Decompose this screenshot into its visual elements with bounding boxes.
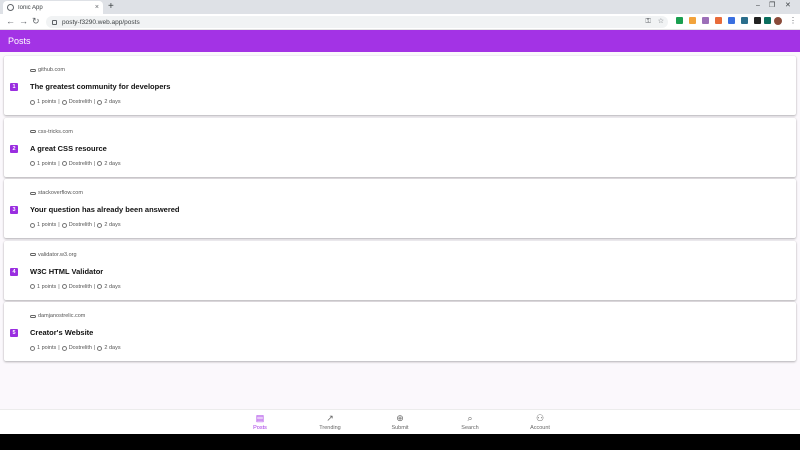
app-content: Posts 1 github.com The greatest communit…	[0, 30, 800, 434]
post-domain: damjanostrelic.com	[30, 313, 85, 319]
points-icon	[30, 345, 35, 351]
browser-tab-strip: Ionic App × + – ❐ ✕	[0, 0, 800, 14]
user-icon	[61, 284, 67, 289]
user-icon	[61, 345, 67, 351]
back-icon[interactable]: ←	[6, 16, 15, 26]
tab-submit[interactable]: ⊕ Submit	[370, 413, 430, 431]
extension-icon[interactable]	[702, 17, 709, 24]
rank-badge: 4	[10, 267, 18, 276]
trending-icon: ↗	[326, 413, 334, 423]
bottom-tab-bar: ▤ Posts ↗ Trending ⊕ Submit ⌕ Search ⚇ A…	[0, 409, 800, 434]
tab-trending[interactable]: ↗ Trending	[300, 413, 360, 431]
post-domain: validator.w3.org	[30, 252, 77, 258]
post-meta: 1 points | Dostrelith | 2 days	[30, 99, 121, 105]
clock-icon	[97, 161, 103, 166]
tab-label: Submit	[391, 425, 409, 431]
address-url: posty-f3290.web.app/posts	[62, 18, 140, 26]
address-bar[interactable]: posty-f3290.web.app/posts ⚿ ☆	[46, 16, 668, 28]
extension-icon[interactable]	[676, 17, 683, 24]
post-title[interactable]: W3C HTML Validator	[30, 266, 104, 276]
forward-icon[interactable]: →	[19, 16, 28, 26]
tab-posts[interactable]: ▤ Posts	[230, 413, 290, 431]
globe-icon	[7, 4, 14, 11]
rank-badge: 1	[10, 83, 18, 91]
reload-icon[interactable]: ↻	[32, 16, 40, 26]
document-icon: ▤	[255, 413, 265, 423]
page-title: Posts	[8, 36, 31, 46]
post-domain: css-tricks.com	[30, 129, 73, 135]
more-menu-icon[interactable]: ⋮	[789, 16, 797, 25]
post-domain: stackoverflow.com	[30, 190, 83, 196]
lock-icon	[52, 19, 57, 25]
post-meta: 1 points | Dostrelith | 2 days	[30, 222, 121, 228]
key-icon[interactable]: ⚿	[645, 18, 651, 25]
tab-account[interactable]: ⚇ Account	[510, 413, 570, 431]
minimize-button[interactable]: –	[756, 2, 760, 9]
os-taskbar	[0, 434, 800, 450]
tab-search[interactable]: ⌕ Search	[440, 413, 500, 431]
extension-icon[interactable]	[728, 17, 735, 24]
profile-avatar[interactable]	[774, 17, 782, 25]
rank-badge: 2	[10, 144, 18, 153]
post-card[interactable]: 3 stackoverflow.com Your question has al…	[4, 179, 796, 238]
extension-icon[interactable]	[689, 17, 696, 24]
app-header: Posts	[0, 30, 800, 52]
post-meta: 1 points | Dostrelith | 2 days	[30, 161, 121, 167]
post-title[interactable]: Creator's Website	[30, 328, 94, 337]
points-icon	[30, 222, 35, 228]
post-list: 1 github.com The greatest community for …	[4, 56, 796, 364]
rank-badge: 5	[10, 329, 18, 337]
extension-icon[interactable]	[741, 17, 748, 24]
points-icon	[30, 284, 35, 289]
clock-icon	[97, 284, 103, 289]
user-icon	[61, 99, 67, 105]
close-window-button[interactable]: ✕	[785, 2, 791, 9]
extension-icon[interactable]	[764, 17, 771, 24]
link-icon	[30, 68, 36, 72]
tab-label: Account	[530, 425, 550, 431]
clock-icon	[97, 99, 103, 105]
post-domain: github.com	[30, 67, 65, 73]
post-meta: 1 points | Dostrelith | 2 days	[30, 345, 121, 351]
user-icon	[61, 222, 67, 228]
link-icon	[30, 130, 36, 133]
post-card[interactable]: 1 github.com The greatest community for …	[4, 56, 796, 115]
post-card[interactable]: 5 damjanostrelic.com Creator's Website 1…	[4, 302, 796, 361]
user-icon	[61, 161, 67, 166]
points-icon	[30, 99, 35, 105]
rank-badge: 3	[10, 206, 18, 214]
tab-label: Trending	[319, 425, 341, 431]
browser-tab-title: Ionic App	[18, 4, 43, 11]
close-tab-icon[interactable]: ×	[94, 4, 99, 11]
post-title[interactable]: A great CSS resource	[30, 143, 107, 153]
link-icon	[30, 191, 36, 195]
tab-label: Posts	[253, 425, 267, 431]
extension-icon[interactable]	[715, 17, 722, 24]
post-title[interactable]: The greatest community for developers	[30, 82, 171, 91]
add-circle-icon: ⊕	[396, 413, 404, 423]
post-meta: 1 points | Dostrelith | 2 days	[30, 284, 121, 290]
clock-icon	[97, 345, 103, 351]
link-icon	[30, 314, 36, 318]
search-icon: ⌕	[467, 413, 473, 423]
points-icon	[30, 161, 35, 166]
post-title[interactable]: Your question has already been answered	[30, 205, 180, 214]
star-icon[interactable]: ☆	[657, 18, 664, 25]
browser-tab[interactable]: Ionic App ×	[3, 1, 103, 14]
clock-icon	[97, 222, 103, 228]
restore-button[interactable]: ❐	[769, 2, 776, 9]
post-card[interactable]: 4 validator.w3.org W3C HTML Validator 1 …	[4, 240, 796, 300]
browser-toolbar: ← → ↻ posty-f3290.web.app/posts ⚿ ☆ ⋮	[0, 14, 800, 30]
link-icon	[30, 253, 36, 256]
post-card[interactable]: 2 css-tricks.com A great CSS resource 1 …	[4, 117, 796, 177]
person-icon: ⚇	[535, 413, 545, 423]
tab-label: Search	[461, 425, 479, 431]
new-tab-button[interactable]: +	[108, 1, 114, 12]
extension-icon[interactable]	[754, 17, 761, 24]
